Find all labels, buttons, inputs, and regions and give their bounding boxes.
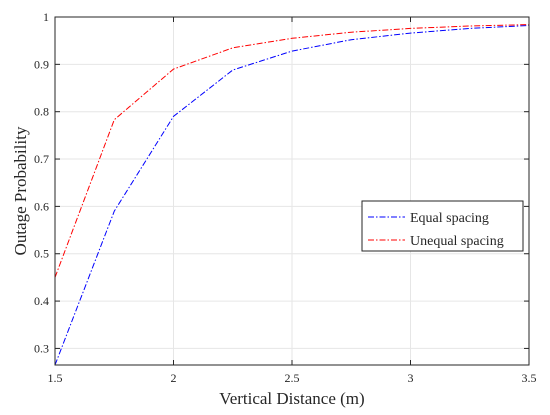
x-axis-label: Vertical Distance (m) bbox=[219, 389, 364, 408]
grid bbox=[54, 16, 530, 365]
legend-label: Equal spacing bbox=[410, 211, 489, 226]
y-tick-label: 0.8 bbox=[34, 105, 49, 119]
y-tick-label: 0.5 bbox=[34, 247, 49, 261]
legend: Equal spacing Unequal spacing bbox=[361, 200, 524, 252]
y-tick-label: 0.3 bbox=[34, 341, 49, 355]
x-tick-label: 1.5 bbox=[48, 371, 63, 385]
y-axis-label: Outage Probability bbox=[11, 126, 30, 255]
legend-box bbox=[361, 200, 524, 252]
x-tick-label: 2.5 bbox=[285, 371, 300, 385]
y-tick-label: 0.7 bbox=[34, 152, 49, 166]
series-line-equal-spacing bbox=[54, 25, 530, 366]
y-tick-label: 0.6 bbox=[34, 199, 49, 213]
tick-group bbox=[54, 16, 530, 365]
series-line-unequal-spacing bbox=[54, 24, 530, 278]
x-tick-label: 3.5 bbox=[522, 371, 537, 385]
y-tick-label: 1 bbox=[43, 10, 49, 24]
y-tick-label: 0.4 bbox=[34, 294, 49, 308]
y-tick-label: 0.9 bbox=[34, 57, 49, 71]
legend-label: Unequal spacing bbox=[410, 234, 504, 249]
x-tick-label: 3 bbox=[408, 371, 414, 385]
series-group bbox=[54, 24, 530, 366]
x-tick-label: 2 bbox=[171, 371, 177, 385]
tick-label-group: 1.5 2 2.5 3 3.5 0.3 0.4 0.5 0.6 0.7 0.8 0.9 1 bbox=[34, 10, 537, 385]
